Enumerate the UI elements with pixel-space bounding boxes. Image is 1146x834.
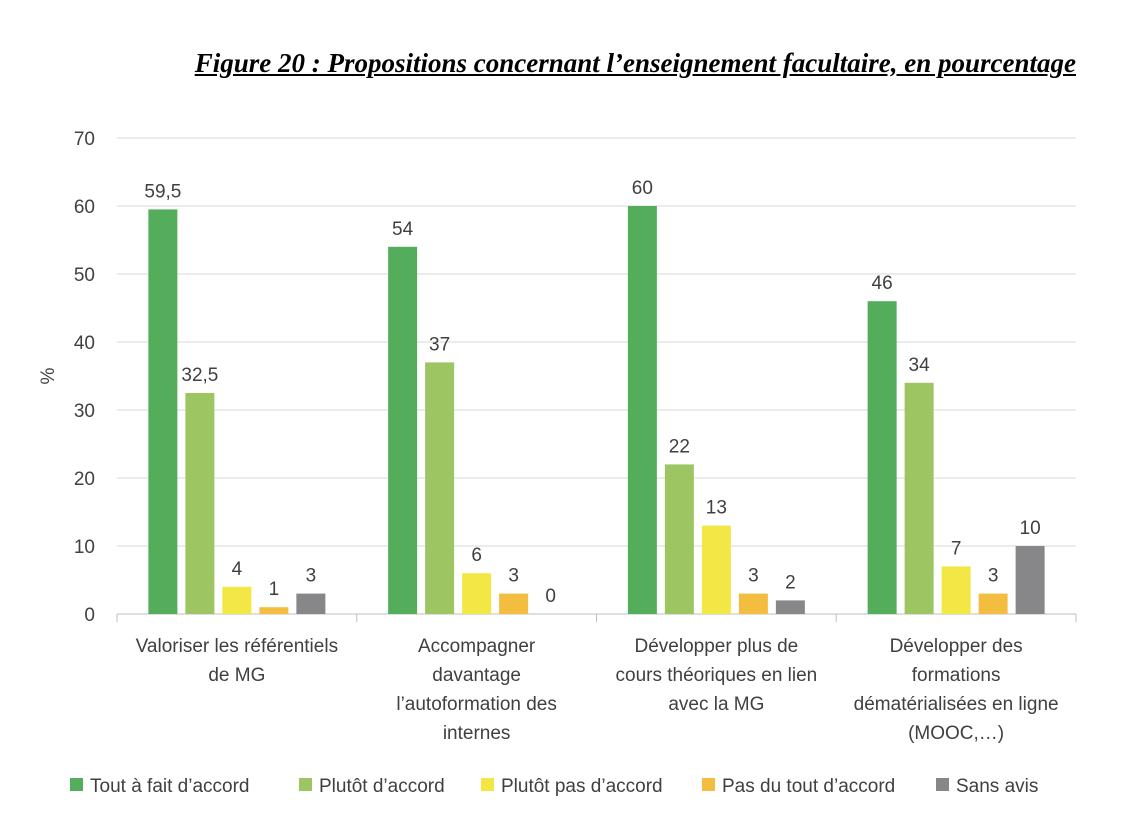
y-tick-70: 70 xyxy=(74,129,95,150)
bar-cat4-series5 xyxy=(1015,546,1045,614)
data-label-cat2-series2: 37 xyxy=(429,334,450,355)
bar-cat1-series3 xyxy=(222,586,252,614)
bar-cat4-series4 xyxy=(978,593,1008,614)
legend-label-1: Tout à fait d’accord xyxy=(90,776,249,797)
data-label-cat3-series5: 2 xyxy=(785,572,796,593)
bar-cat4-series1 xyxy=(867,301,897,614)
data-label-cat4-series1: 46 xyxy=(872,273,893,294)
data-label-cat4-series4: 3 xyxy=(988,566,999,587)
data-label-cat1-series2: 32,5 xyxy=(181,365,218,386)
data-label-cat1-series1: 59,5 xyxy=(144,181,181,202)
legend-swatch-2 xyxy=(299,778,312,791)
data-label-cat4-series2: 34 xyxy=(909,355,931,376)
legend-swatch-5 xyxy=(936,778,949,791)
bar-cat4-series3 xyxy=(941,566,971,614)
legend-swatch-3 xyxy=(481,778,494,791)
category-label-3-line-1: Développer plus de xyxy=(635,636,799,657)
legend-label-4: Pas du tout d’accord xyxy=(722,776,895,797)
bars xyxy=(148,206,1045,615)
bar-cat1-series5 xyxy=(296,593,326,614)
legend-label-2: Plutôt d’accord xyxy=(319,776,445,797)
category-label-1-line-2: de MG xyxy=(208,665,265,686)
y-tick-50: 50 xyxy=(74,265,95,286)
category-label-4-line-2: formations xyxy=(912,665,1001,686)
bar-cat2-series3 xyxy=(462,573,492,614)
category-label-4-line-4: (MOOC,…) xyxy=(908,723,1004,744)
y-tick-10: 10 xyxy=(74,537,95,558)
data-label-cat4-series5: 10 xyxy=(1020,518,1041,539)
legend-swatch-4 xyxy=(702,778,715,791)
y-axis-label: % xyxy=(38,367,59,384)
x-axis-categories: Valoriser les référentiels de MG Accompagn… xyxy=(136,636,1059,744)
data-label-cat3-series2: 22 xyxy=(669,436,690,457)
data-label-cat1-series3: 4 xyxy=(232,559,243,580)
category-label-2-line-4: internes xyxy=(443,723,511,744)
y-tick-40: 40 xyxy=(74,333,95,354)
bar-cat3-series1 xyxy=(627,206,657,614)
y-tick-0: 0 xyxy=(84,605,95,626)
chart-title: Figure 20 : Propositions concernant l’en… xyxy=(194,48,1076,78)
data-label-cat3-series1: 60 xyxy=(632,178,653,199)
bar-cat3-series3 xyxy=(701,525,731,614)
bar-cat2-series2 xyxy=(425,362,455,614)
bar-cat3-series5 xyxy=(775,600,805,614)
bar-cat2-series1 xyxy=(388,246,418,615)
category-label-2-line-3: l’autoformation des xyxy=(396,694,557,715)
data-label-cat1-series5: 3 xyxy=(306,566,317,587)
legend-swatch-1 xyxy=(70,778,83,791)
y-tick-20: 20 xyxy=(74,469,95,490)
bar-cat1-series4 xyxy=(259,607,289,614)
category-label-2-line-2: davantage xyxy=(432,665,521,686)
data-label-cat4-series3: 7 xyxy=(951,538,962,559)
data-label-cat2-series4: 3 xyxy=(508,566,519,587)
category-label-3-line-3: avec la MG xyxy=(668,694,764,715)
data-label-cat3-series4: 3 xyxy=(748,566,759,587)
data-label-cat2-series1: 54 xyxy=(392,219,414,240)
y-tick-30: 30 xyxy=(74,401,95,422)
legend-label-3: Plutôt pas d’accord xyxy=(501,776,663,797)
category-label-3-line-2: cours théoriques en lien xyxy=(616,665,818,686)
bar-cat3-series4 xyxy=(738,593,768,614)
bar-cat3-series2 xyxy=(664,464,694,614)
data-label-cat3-series3: 13 xyxy=(706,498,727,519)
bar-cat4-series2 xyxy=(904,382,934,614)
y-tick-60: 60 xyxy=(74,197,95,218)
category-label-2-line-1: Accompagner xyxy=(418,636,536,657)
bar-cat1-series1 xyxy=(148,209,178,614)
bar-cat1-series2 xyxy=(185,393,215,614)
y-axis-ticks: 0 10 20 30 40 50 60 70 xyxy=(74,129,95,626)
data-label-cat1-series4: 1 xyxy=(269,579,280,600)
category-label-4-line-3: dématérialisées en ligne xyxy=(854,694,1059,715)
legend: Tout à fait d’accord Plutôt d’accord Plutô… xyxy=(70,776,1038,797)
bar-cat2-series4 xyxy=(499,593,529,614)
data-label-cat2-series3: 6 xyxy=(471,545,482,566)
legend-label-5: Sans avis xyxy=(956,776,1038,797)
data-label-cat2-series5: 0 xyxy=(545,586,556,607)
category-label-1-line-1: Valoriser les référentiels xyxy=(136,636,338,657)
category-label-4-line-1: Développer des xyxy=(890,636,1023,657)
